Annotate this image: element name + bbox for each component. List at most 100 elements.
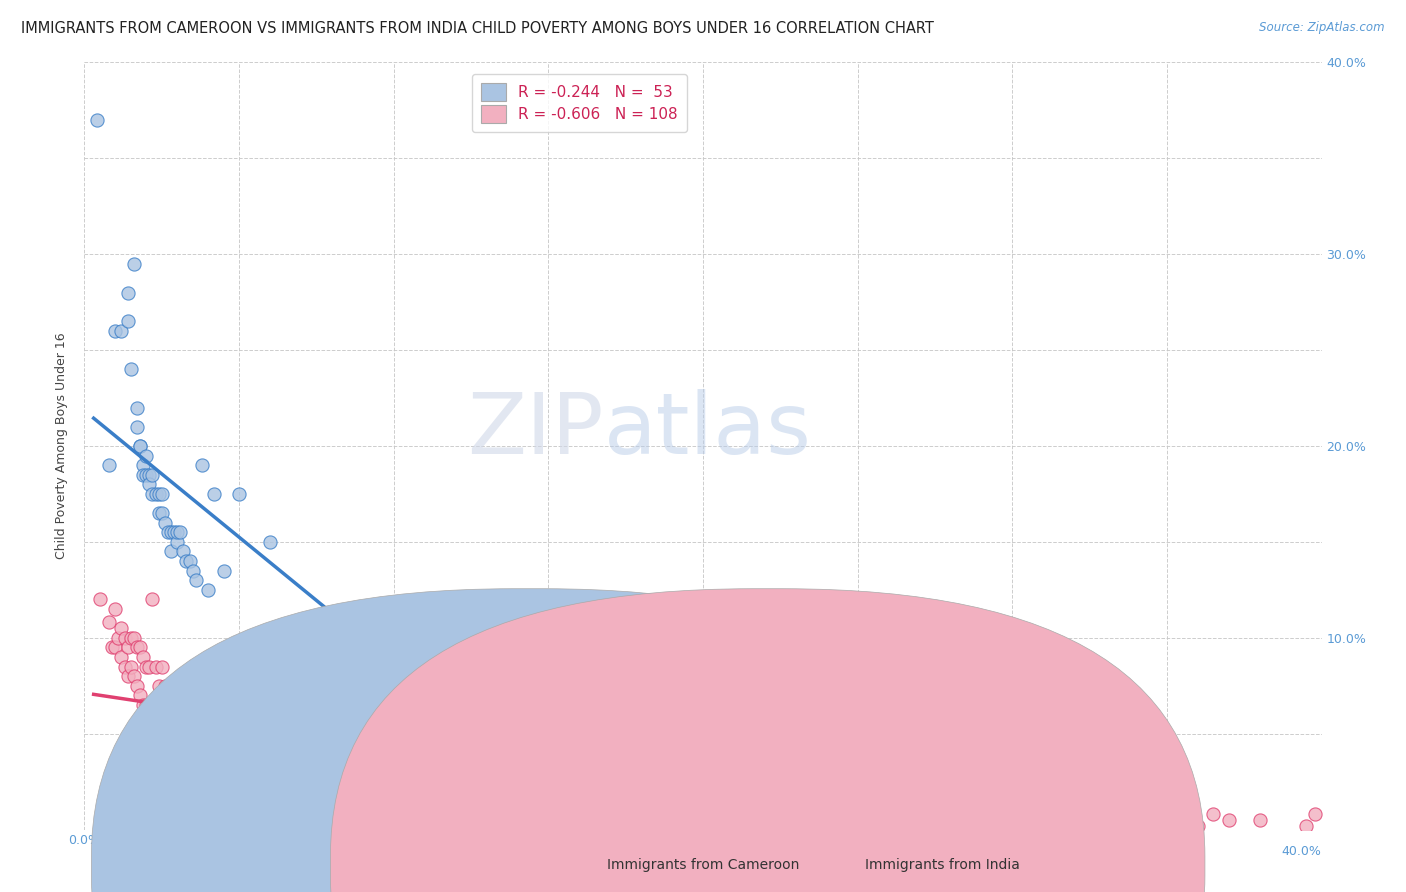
Point: [166, 525, 188, 540]
Point: [939, 813, 962, 827]
Point: [187, 707, 209, 722]
Point: [1156, 813, 1178, 827]
Point: [506, 726, 529, 740]
Point: [138, 707, 160, 722]
Point: [1032, 813, 1054, 827]
Point: [398, 788, 420, 802]
Point: [382, 784, 405, 798]
Point: [138, 477, 160, 491]
Point: [125, 640, 148, 655]
Point: [274, 654, 297, 668]
Point: [352, 780, 374, 795]
Point: [181, 564, 204, 578]
Point: [1249, 813, 1271, 827]
Point: [181, 717, 204, 731]
Point: [243, 736, 266, 750]
Point: [846, 807, 869, 822]
Point: [148, 506, 170, 520]
Point: [202, 717, 225, 731]
Point: [382, 684, 405, 698]
Point: [160, 525, 183, 540]
Point: [104, 324, 127, 338]
Point: [114, 631, 136, 645]
Point: [150, 487, 173, 501]
Point: [104, 602, 127, 616]
Point: [413, 711, 436, 725]
Point: [352, 654, 374, 668]
Y-axis label: Child Poverty Among Boys Under 16: Child Poverty Among Boys Under 16: [55, 333, 69, 559]
Point: [150, 506, 173, 520]
Point: [568, 807, 591, 822]
Point: [184, 574, 207, 588]
Point: [129, 439, 152, 453]
Point: [163, 525, 186, 540]
Point: [138, 659, 160, 673]
Point: [110, 621, 132, 635]
Point: [145, 707, 167, 722]
Point: [138, 467, 160, 482]
Point: [259, 535, 281, 549]
Point: [336, 774, 359, 789]
Point: [135, 449, 157, 463]
Point: [125, 420, 148, 434]
Point: [153, 516, 176, 530]
Text: atlas: atlas: [605, 389, 813, 472]
Point: [429, 794, 451, 808]
Point: [243, 631, 266, 645]
Point: [172, 726, 194, 740]
Point: [1202, 807, 1225, 822]
Point: [475, 804, 498, 818]
Point: [104, 640, 127, 655]
Point: [132, 649, 155, 664]
Point: [141, 717, 163, 731]
Point: [169, 707, 191, 722]
Point: [1305, 807, 1327, 822]
Point: [122, 631, 145, 645]
Point: [129, 689, 152, 703]
Point: [156, 679, 179, 693]
Point: [153, 679, 176, 693]
Point: [209, 726, 232, 740]
Point: [191, 458, 214, 473]
Point: [172, 544, 194, 558]
Point: [259, 736, 281, 750]
Point: [145, 487, 167, 501]
FancyBboxPatch shape: [330, 589, 1205, 892]
Point: [122, 257, 145, 271]
Point: [110, 324, 132, 338]
Point: [132, 458, 155, 473]
Point: [135, 467, 157, 482]
Point: [194, 736, 217, 750]
Point: [877, 813, 900, 827]
Point: [815, 807, 838, 822]
Point: [179, 554, 201, 568]
Point: [661, 689, 683, 703]
Point: [129, 439, 152, 453]
Point: [117, 669, 139, 683]
Text: 40.0%: 40.0%: [1282, 845, 1322, 857]
Point: [172, 717, 194, 731]
Point: [169, 525, 191, 540]
Point: [125, 401, 148, 415]
Point: [228, 487, 250, 501]
Point: [98, 458, 121, 473]
Point: [160, 736, 183, 750]
Point: [233, 726, 256, 740]
Point: [86, 113, 108, 128]
Point: [295, 765, 318, 780]
Point: [117, 640, 139, 655]
Point: [156, 525, 179, 540]
Point: [117, 285, 139, 300]
Point: [599, 807, 621, 822]
Point: [150, 659, 173, 673]
Point: [197, 711, 219, 725]
Point: [156, 736, 179, 750]
Point: [1218, 813, 1240, 827]
Point: [176, 707, 198, 722]
Text: ZIP: ZIP: [468, 389, 605, 472]
Point: [145, 659, 167, 673]
Point: [166, 535, 188, 549]
Point: [908, 813, 931, 827]
Point: [367, 784, 389, 798]
Point: [141, 592, 163, 607]
